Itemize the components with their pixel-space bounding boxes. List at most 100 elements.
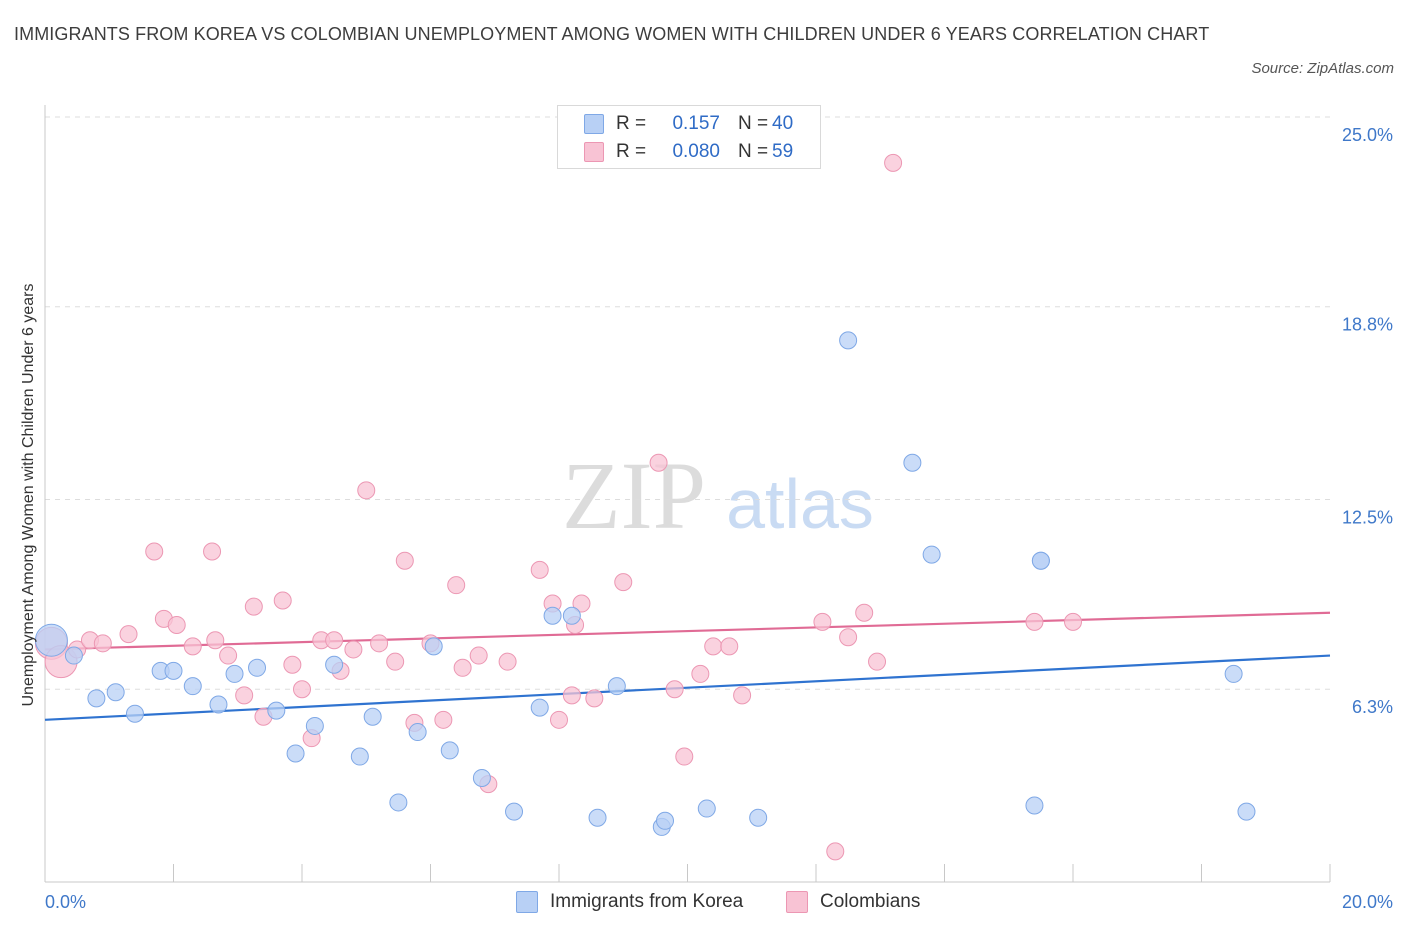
point-korea xyxy=(543,606,562,625)
point-korea xyxy=(922,545,941,564)
point-korea xyxy=(305,716,324,735)
point-korea xyxy=(183,677,202,696)
point-colombia xyxy=(145,542,164,561)
point-colombia xyxy=(720,637,739,656)
point-colombia xyxy=(665,680,684,699)
trend-line-colombia xyxy=(44,611,1331,651)
point-colombia xyxy=(1025,612,1044,631)
correlation-legend: R = 0.157 N = 40 R = 0.080 N = 59 xyxy=(557,105,821,169)
point-colombia xyxy=(386,652,405,671)
point-colombia xyxy=(325,631,344,650)
point-colombia xyxy=(649,453,668,472)
legend-swatch-korea xyxy=(584,114,604,134)
point-korea xyxy=(363,707,382,726)
point-korea xyxy=(1224,664,1243,683)
point-colombia xyxy=(167,615,186,634)
bottom-legend-korea: Immigrants from Korea xyxy=(516,889,743,915)
y-tick-label: 25.0% xyxy=(1342,125,1393,145)
point-colombia xyxy=(868,652,887,671)
point-colombia xyxy=(855,603,874,622)
point-korea xyxy=(588,808,607,827)
point-colombia xyxy=(434,710,453,729)
point-colombia xyxy=(691,664,710,683)
chart-title: IMMIGRANTS FROM KOREA VS COLOMBIAN UNEMP… xyxy=(14,24,1210,44)
point-korea xyxy=(903,453,922,472)
point-colombia xyxy=(206,631,225,650)
bottom-legend-label-korea: Immigrants from Korea xyxy=(550,891,744,912)
point-korea xyxy=(607,677,626,696)
point-korea xyxy=(505,802,524,821)
point-colombia xyxy=(733,686,752,705)
point-colombia xyxy=(813,612,832,631)
point-korea xyxy=(225,664,244,683)
point-korea xyxy=(472,768,491,787)
watermark-zip: ZIP xyxy=(562,442,706,549)
grid xyxy=(45,116,1330,690)
point-korea xyxy=(106,683,125,702)
legend-r-value: 0.080 xyxy=(672,141,720,162)
point-colombia xyxy=(183,637,202,656)
bottom-legend-colombia: Colombians xyxy=(786,889,920,915)
point-colombia xyxy=(839,628,858,647)
y-tick-label: 6.3% xyxy=(1352,697,1393,717)
legend-n-label: N = xyxy=(738,141,769,162)
point-colombia xyxy=(562,686,581,705)
point-korea xyxy=(325,655,344,674)
bottom-legend-swatch-colombia xyxy=(786,891,808,913)
point-colombia xyxy=(530,560,549,579)
legend-row-korea: R = 0.157 N = 40 xyxy=(584,111,802,137)
x-tick-label: 0.0% xyxy=(45,892,86,912)
point-korea xyxy=(1025,796,1044,815)
point-colombia xyxy=(273,591,292,610)
legend-r-label: R = xyxy=(616,141,647,162)
legend-n-value: 40 xyxy=(772,113,794,134)
point-colombia xyxy=(244,597,263,616)
point-colombia xyxy=(453,658,472,677)
point-korea xyxy=(350,747,369,766)
point-colombia xyxy=(675,747,694,766)
bottom-legend-label-colombia: Colombians xyxy=(820,891,921,912)
point-korea xyxy=(286,744,305,763)
point-korea xyxy=(562,606,581,625)
legend-n-value: 59 xyxy=(772,141,794,162)
tick-labels: 6.3% 12.5% 18.8% 25.0% 0.0% 20.0% xyxy=(45,125,1393,912)
point-colombia xyxy=(119,625,138,644)
data-points xyxy=(34,153,1256,861)
point-korea xyxy=(749,808,768,827)
point-colombia xyxy=(283,655,302,674)
point-korea xyxy=(839,331,858,350)
point-colombia xyxy=(93,634,112,653)
point-korea xyxy=(656,811,675,830)
point-korea xyxy=(164,661,183,680)
point-colombia xyxy=(572,594,591,613)
point-korea xyxy=(389,793,408,812)
point-colombia xyxy=(293,680,311,699)
axes xyxy=(44,105,1331,883)
point-colombia xyxy=(884,153,903,172)
point-colombia xyxy=(498,652,517,671)
point-colombia xyxy=(370,634,389,653)
point-korea xyxy=(424,637,443,656)
point-colombia xyxy=(614,573,633,592)
legend-row-colombia: R = 0.080 N = 59 xyxy=(584,139,802,165)
point-colombia xyxy=(203,542,222,561)
point-colombia xyxy=(344,640,363,659)
point-colombia xyxy=(357,481,376,500)
point-colombia xyxy=(447,576,466,595)
point-korea xyxy=(248,658,267,677)
point-colombia xyxy=(469,646,488,665)
point-colombia xyxy=(585,689,604,708)
point-colombia xyxy=(826,842,845,861)
point-colombia xyxy=(1064,612,1082,631)
point-colombia xyxy=(704,637,723,656)
legend-r-value: 0.157 xyxy=(672,113,720,134)
point-korea xyxy=(34,623,68,657)
x-tick-label: 20.0% xyxy=(1342,892,1393,912)
legend-swatch-colombia xyxy=(584,142,604,162)
legend-n-label: N = xyxy=(738,113,769,134)
point-colombia xyxy=(395,551,414,570)
watermark: ZIP atlas xyxy=(562,442,874,549)
legend-r-label: R = xyxy=(616,113,647,134)
y-tick-label: 12.5% xyxy=(1342,508,1393,528)
point-korea xyxy=(530,698,549,717)
